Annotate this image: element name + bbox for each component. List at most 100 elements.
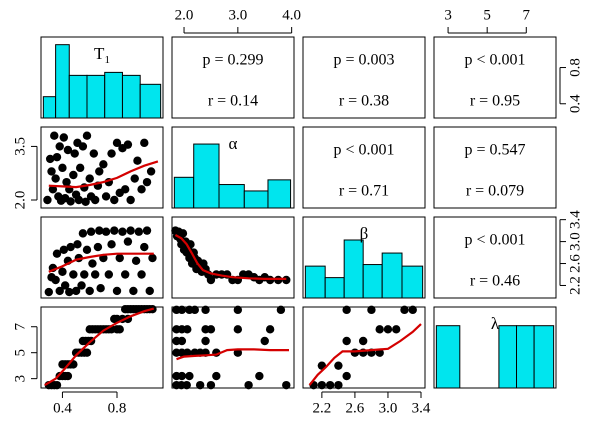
r-value-text: r = 0.14: [208, 93, 258, 110]
scatter-point: [383, 325, 393, 334]
scatter-point: [358, 336, 368, 346]
scatter-point: [45, 154, 55, 164]
scatter-point: [140, 138, 149, 148]
histogram-bar: [121, 74, 141, 119]
scatter-point: [334, 380, 343, 390]
scatter-point: [55, 286, 64, 296]
scatter-point: [185, 371, 194, 381]
scatter-point: [89, 149, 99, 158]
smooth-line: [48, 252, 154, 273]
smooth-line: [48, 160, 159, 189]
scatter-point: [78, 142, 88, 151]
smooth-line: [176, 348, 289, 361]
panel-frame: [171, 36, 295, 119]
histogram-bar: [498, 325, 518, 389]
scatter-point: [183, 325, 192, 334]
histogram-bar: [533, 325, 555, 389]
tick-label: 7: [523, 7, 531, 23]
tick-label: 3.4: [567, 210, 583, 229]
scatter-point: [133, 156, 142, 165]
scatter-point: [408, 305, 417, 315]
scatter-point: [63, 371, 73, 381]
scatter-point: [59, 133, 69, 142]
scatter-point: [130, 174, 139, 183]
scatter-point: [115, 325, 124, 334]
tick-label: 2.6: [567, 254, 583, 273]
histogram-bar: [42, 96, 57, 119]
smooth-line: [44, 307, 155, 387]
histogram-bar: [362, 264, 383, 299]
scatter-point: [73, 240, 82, 249]
r-value-text: r = 0.079: [466, 183, 524, 200]
p-value-text: p < 0.001: [464, 52, 525, 69]
scatter-point: [75, 163, 85, 173]
scatter-point: [107, 240, 116, 249]
scatter-point: [400, 305, 409, 315]
scatter-point: [82, 245, 92, 255]
scatter-point: [82, 348, 92, 357]
scatter-point: [206, 380, 216, 390]
variable-label: β: [360, 224, 369, 243]
panel-frame: [302, 306, 426, 389]
histogram-bar: [86, 74, 106, 119]
scatter-point: [126, 195, 135, 205]
histogram-bar: [104, 71, 123, 119]
tick-label: 0.4: [53, 400, 72, 416]
scatter-point: [129, 286, 138, 296]
scatter-point: [44, 287, 54, 297]
scatter-point: [255, 371, 264, 381]
scatter-point: [276, 305, 286, 315]
scatter-point: [58, 163, 67, 173]
scatter-point: [66, 197, 75, 206]
scatter-point: [48, 185, 58, 194]
histogram-bar: [516, 325, 535, 389]
tick-label: 3.4: [412, 400, 431, 416]
panel-frame: [433, 216, 557, 299]
scatter-point: [367, 305, 376, 315]
scatter-point: [142, 226, 152, 235]
variable-label: T: [94, 44, 105, 63]
scatter-point: [62, 177, 71, 187]
histogram-bar: [324, 277, 345, 299]
tick-label: 4.0: [282, 7, 301, 23]
scatter-point: [110, 195, 119, 205]
scatter-point: [52, 380, 62, 390]
scatter-point: [70, 149, 79, 158]
scatter-point: [112, 138, 122, 148]
scatter-point: [325, 380, 335, 390]
scatter-point: [282, 380, 291, 390]
scatter-point: [265, 325, 275, 334]
scatter-point: [317, 380, 327, 390]
scatter-point: [104, 270, 114, 279]
panel-frame: [40, 216, 164, 299]
tick-label: 3.0: [567, 232, 583, 251]
scatter-point: [99, 160, 108, 169]
scatter-point: [58, 267, 67, 276]
smooth-line: [174, 234, 287, 280]
scatter-point: [52, 249, 62, 258]
scatter-point: [131, 256, 141, 265]
scatter-point: [183, 348, 192, 357]
scatter-point: [177, 336, 187, 346]
histogram-bar: [68, 74, 88, 119]
scatter-point: [59, 245, 69, 255]
smooth-line: [308, 323, 422, 386]
p-value-text: p = 0.547: [464, 142, 525, 159]
scatter-point: [80, 270, 89, 279]
scatter-point: [120, 270, 130, 279]
tick-label: 5: [483, 7, 491, 23]
scatter-point: [182, 380, 191, 390]
scatter-point: [120, 185, 130, 194]
scatter-point: [233, 305, 243, 315]
histogram-bar: [267, 179, 292, 209]
scatter-point: [123, 237, 133, 246]
r-value-text: r = 0.38: [339, 93, 389, 110]
scatter-point: [233, 325, 243, 334]
scatter-point: [178, 229, 188, 238]
panel-frame: [171, 306, 295, 389]
scatter-point: [60, 281, 70, 290]
panel-frame: [433, 306, 557, 389]
scatter-point: [86, 227, 96, 236]
variable-name: β: [360, 224, 369, 243]
tick-label: 0.4: [567, 94, 583, 113]
